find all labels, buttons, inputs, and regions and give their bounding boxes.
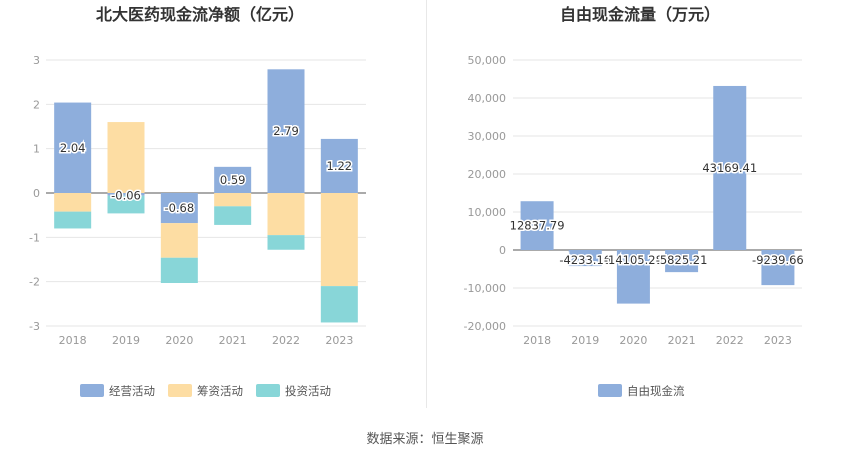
data-label: -0.06 [111, 189, 141, 203]
x-tick-label: 2021 [668, 334, 696, 347]
bar-自由现金流-2019 [568, 250, 602, 267]
y-tick-label: 30,000 [468, 130, 507, 143]
data-label: -14105.28 [604, 253, 663, 267]
legend-swatch-自由现金流 [598, 384, 622, 397]
legend-swatch-筹资活动 [168, 384, 192, 397]
data-label: 12837.79 [510, 219, 565, 233]
chart-title: 北大医药现金流净额（亿元） [96, 5, 304, 24]
data-label: 1.22 [327, 159, 353, 173]
bar-投资活动-2022 [267, 235, 305, 250]
bar-经营活动-2019 [107, 193, 145, 196]
y-tick-label: 20,000 [468, 168, 507, 181]
bar-筹资活动-2019 [107, 122, 145, 193]
bar-筹资活动-2022 [267, 193, 305, 236]
x-tick-label: 2019 [112, 334, 140, 347]
y-tick-label: 1 [33, 143, 40, 156]
bar-经营活动-2018 [54, 102, 92, 193]
panel-divider [426, 0, 427, 408]
bar-经营活动-2023 [320, 138, 358, 193]
bar-筹资活动-2020 [160, 223, 198, 258]
data-label: 0.59 [220, 173, 246, 187]
legend-label: 筹资活动 [197, 384, 243, 398]
y-tick-label: 0 [499, 244, 506, 257]
free-cashflow-chart: 自由现金流量（万元） 50,000 40,000 30,000 20,000 10,000… [464, 5, 806, 398]
y-tick-label: -1 [29, 231, 40, 244]
legend-swatch-投资活动 [256, 384, 280, 397]
y-tick-label: -2 [29, 276, 40, 289]
x-tick-label: 2023 [325, 334, 353, 347]
x-tick-label: 2022 [716, 334, 744, 347]
chart-title: 自由现金流量（万元） [560, 5, 720, 24]
bar-自由现金流-2021 [665, 250, 699, 273]
y-tick-label: -20,000 [464, 320, 506, 333]
data-label: 43169.41 [702, 161, 757, 175]
y-tick-label: 0 [33, 187, 40, 200]
legend-label: 自由现金流 [627, 384, 685, 398]
x-tick-label: 2019 [571, 334, 599, 347]
bar-投资活动-2020 [160, 257, 198, 283]
x-tick-label: 2022 [272, 334, 300, 347]
legend-label: 经营活动 [109, 384, 155, 398]
y-tick-label: 2 [33, 98, 40, 111]
data-label: -9239.66 [752, 253, 804, 267]
bar-自由现金流-2023 [761, 250, 795, 286]
y-tick-label: -3 [29, 320, 40, 333]
bar-投资活动-2021 [214, 206, 252, 225]
bar-经营活动-2021 [214, 166, 252, 193]
legend-swatch-经营活动 [80, 384, 104, 397]
y-tick-label: -10,000 [464, 282, 506, 295]
bar-投资活动-2018 [54, 211, 92, 229]
data-label: 2.79 [273, 124, 299, 138]
x-tick-label: 2018 [59, 334, 87, 347]
data-label: 2.04 [60, 141, 86, 155]
y-tick-label: 3 [33, 54, 40, 67]
y-tick-label: 50,000 [468, 54, 507, 67]
cashflow-net-chart: 北大医药现金流净额（亿元） 3 2 1 0 -1 -2 -3 2018 2019 2020 2021 2… [29, 5, 366, 398]
y-tick-label: 40,000 [468, 92, 507, 105]
x-tick-label: 2020 [619, 334, 647, 347]
bar-自由现金流-2020 [616, 250, 650, 304]
data-label: -0.68 [164, 201, 194, 215]
data-label: -5825.21 [656, 253, 708, 267]
y-tick-label: 10,000 [468, 206, 507, 219]
x-tick-label: 2021 [219, 334, 247, 347]
legend-label: 投资活动 [285, 384, 331, 398]
bar-筹资活动-2018 [54, 193, 92, 212]
bar-投资活动-2023 [320, 286, 358, 323]
bar-经营活动-2020 [160, 193, 198, 224]
bar-筹资活动-2021 [214, 193, 252, 207]
x-tick-label: 2018 [523, 334, 551, 347]
data-source-note: 数据来源：恒生聚源 [366, 432, 484, 447]
bar-自由现金流-2018 [520, 201, 554, 250]
x-tick-label: 2023 [764, 334, 792, 347]
bar-筹资活动-2023 [320, 193, 358, 287]
data-label: -4233.16 [559, 253, 611, 267]
bar-投资活动-2019 [107, 195, 145, 214]
bar-经营活动-2022 [267, 69, 305, 193]
bar-自由现金流-2022 [713, 85, 747, 251]
x-tick-label: 2020 [165, 334, 193, 347]
